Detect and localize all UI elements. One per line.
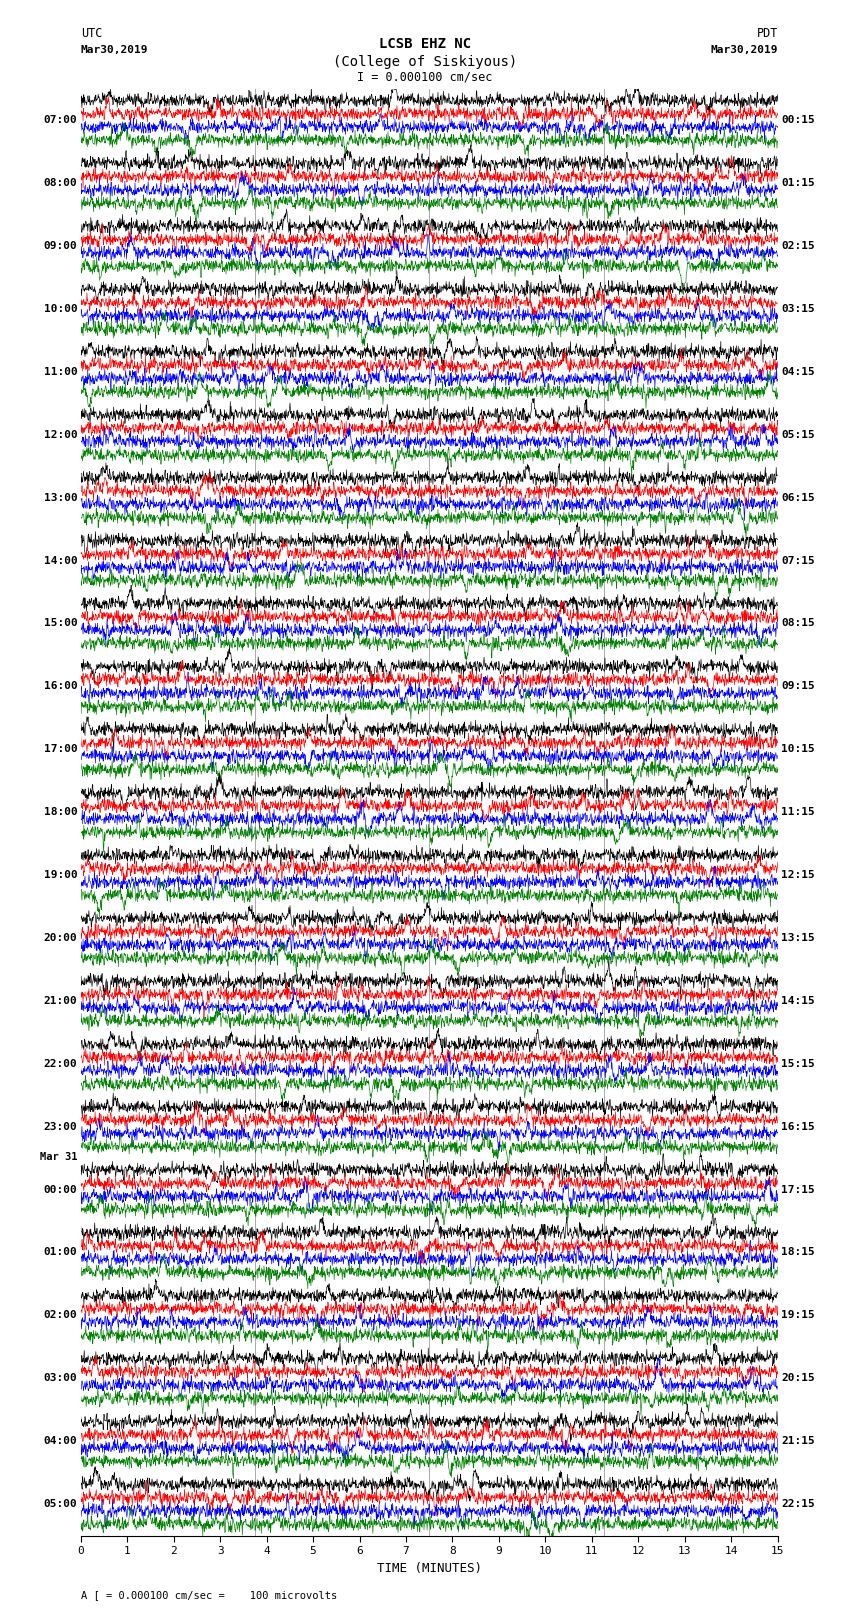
- Text: 09:00: 09:00: [43, 240, 77, 252]
- Text: 21:00: 21:00: [43, 995, 77, 1007]
- Text: 02:00: 02:00: [43, 1310, 77, 1321]
- Text: 04:15: 04:15: [781, 366, 815, 377]
- Text: 07:15: 07:15: [781, 555, 815, 566]
- Text: Mar 31: Mar 31: [40, 1152, 77, 1161]
- Text: 14:15: 14:15: [781, 995, 815, 1007]
- Text: 10:00: 10:00: [43, 303, 77, 315]
- Text: 01:00: 01:00: [43, 1247, 77, 1258]
- Text: 07:00: 07:00: [43, 115, 77, 126]
- Text: 13:00: 13:00: [43, 492, 77, 503]
- Text: 19:15: 19:15: [781, 1310, 815, 1321]
- Text: 11:00: 11:00: [43, 366, 77, 377]
- Text: 02:15: 02:15: [781, 240, 815, 252]
- Text: 08:15: 08:15: [781, 618, 815, 629]
- Text: PDT: PDT: [756, 27, 778, 40]
- X-axis label: TIME (MINUTES): TIME (MINUTES): [377, 1561, 482, 1574]
- Text: 11:15: 11:15: [781, 806, 815, 818]
- Text: LCSB EHZ NC: LCSB EHZ NC: [379, 37, 471, 52]
- Text: 17:15: 17:15: [781, 1184, 815, 1195]
- Text: 20:15: 20:15: [781, 1373, 815, 1384]
- Text: 23:00: 23:00: [43, 1121, 77, 1132]
- Text: 22:00: 22:00: [43, 1058, 77, 1069]
- Text: 12:15: 12:15: [781, 869, 815, 881]
- Text: A [ = 0.000100 cm/sec =    100 microvolts: A [ = 0.000100 cm/sec = 100 microvolts: [81, 1590, 337, 1600]
- Text: 10:15: 10:15: [781, 744, 815, 755]
- Text: 14:00: 14:00: [43, 555, 77, 566]
- Text: 15:15: 15:15: [781, 1058, 815, 1069]
- Text: 04:00: 04:00: [43, 1436, 77, 1447]
- Text: 03:00: 03:00: [43, 1373, 77, 1384]
- Text: 01:15: 01:15: [781, 177, 815, 189]
- Text: I = 0.000100 cm/sec: I = 0.000100 cm/sec: [357, 71, 493, 84]
- Text: 12:00: 12:00: [43, 429, 77, 440]
- Text: UTC: UTC: [81, 27, 102, 40]
- Text: 22:15: 22:15: [781, 1498, 815, 1510]
- Text: Mar30,2019: Mar30,2019: [711, 45, 778, 55]
- Text: 08:00: 08:00: [43, 177, 77, 189]
- Text: 09:15: 09:15: [781, 681, 815, 692]
- Text: (College of Siskiyous): (College of Siskiyous): [333, 55, 517, 69]
- Text: 19:00: 19:00: [43, 869, 77, 881]
- Text: 18:00: 18:00: [43, 806, 77, 818]
- Text: 20:00: 20:00: [43, 932, 77, 944]
- Text: 17:00: 17:00: [43, 744, 77, 755]
- Text: 05:15: 05:15: [781, 429, 815, 440]
- Text: Mar30,2019: Mar30,2019: [81, 45, 148, 55]
- Text: 03:15: 03:15: [781, 303, 815, 315]
- Text: 13:15: 13:15: [781, 932, 815, 944]
- Text: 06:15: 06:15: [781, 492, 815, 503]
- Text: 16:00: 16:00: [43, 681, 77, 692]
- Text: 00:15: 00:15: [781, 115, 815, 126]
- Text: 21:15: 21:15: [781, 1436, 815, 1447]
- Text: 16:15: 16:15: [781, 1121, 815, 1132]
- Text: 05:00: 05:00: [43, 1498, 77, 1510]
- Text: 18:15: 18:15: [781, 1247, 815, 1258]
- Text: 00:00: 00:00: [43, 1184, 77, 1195]
- Text: 15:00: 15:00: [43, 618, 77, 629]
